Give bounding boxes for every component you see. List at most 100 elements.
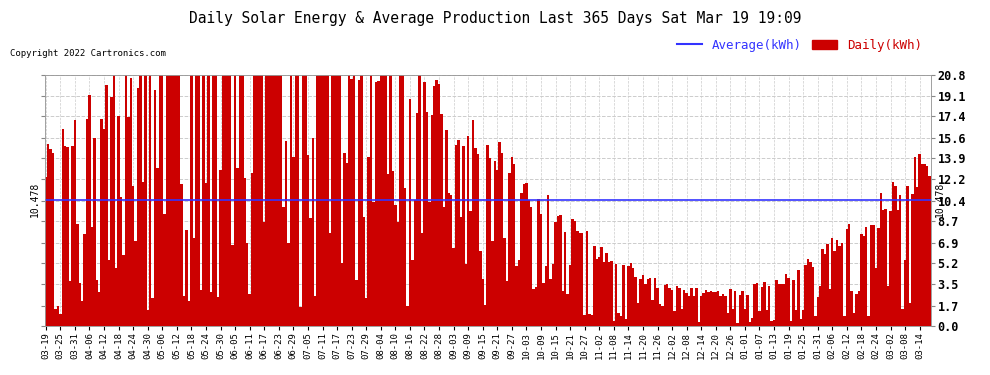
Bar	[135, 241, 137, 326]
Bar	[678, 288, 680, 326]
Bar	[698, 322, 700, 326]
Bar	[561, 291, 564, 326]
Bar	[270, 75, 272, 326]
Bar	[239, 75, 242, 326]
Bar	[924, 164, 926, 326]
Bar	[168, 75, 171, 326]
Bar	[399, 75, 401, 326]
Bar	[438, 84, 441, 326]
Bar	[739, 295, 742, 326]
Bar	[618, 313, 620, 326]
Bar	[312, 138, 314, 326]
Bar	[683, 290, 685, 326]
Bar	[528, 200, 530, 326]
Bar	[414, 200, 416, 326]
Bar	[244, 178, 247, 326]
Bar	[802, 310, 804, 326]
Bar	[248, 294, 250, 326]
Bar	[484, 304, 486, 326]
Bar	[705, 290, 707, 326]
Bar	[857, 291, 860, 326]
Bar	[790, 321, 792, 326]
Bar	[827, 243, 829, 326]
Bar	[707, 292, 710, 326]
Bar	[588, 314, 591, 326]
Bar	[125, 75, 127, 326]
Bar	[782, 284, 785, 326]
Bar	[105, 85, 108, 326]
Bar	[646, 279, 649, 326]
Bar	[755, 283, 758, 326]
Bar	[81, 302, 83, 326]
Bar	[175, 75, 178, 326]
Bar	[658, 304, 661, 326]
Bar	[884, 209, 887, 326]
Bar	[848, 224, 850, 326]
Bar	[215, 75, 217, 326]
Bar	[130, 78, 132, 326]
Bar	[862, 236, 865, 326]
Bar	[95, 280, 98, 326]
Bar	[591, 315, 593, 326]
Bar	[197, 75, 200, 326]
Bar	[232, 244, 234, 326]
Bar	[464, 264, 467, 326]
Bar	[734, 291, 737, 326]
Bar	[598, 257, 601, 326]
Bar	[309, 218, 312, 326]
Bar	[387, 174, 389, 326]
Bar	[601, 247, 603, 326]
Bar	[153, 90, 156, 326]
Bar	[700, 296, 703, 326]
Bar	[742, 291, 743, 326]
Bar	[540, 214, 543, 326]
Bar	[870, 225, 872, 326]
Bar	[234, 75, 237, 326]
Bar	[171, 75, 173, 326]
Bar	[275, 75, 277, 326]
Bar	[547, 195, 549, 326]
Bar	[260, 75, 263, 326]
Text: Copyright 2022 Cartronics.com: Copyright 2022 Cartronics.com	[10, 49, 165, 58]
Bar	[894, 186, 897, 326]
Bar	[758, 311, 760, 326]
Bar	[322, 75, 324, 326]
Bar	[576, 231, 578, 326]
Bar	[66, 147, 69, 326]
Bar	[653, 278, 656, 326]
Bar	[556, 216, 559, 326]
Bar	[158, 75, 161, 326]
Bar	[326, 75, 329, 326]
Bar	[651, 300, 653, 326]
Bar	[889, 211, 892, 326]
Bar	[108, 261, 110, 326]
Bar	[518, 260, 521, 326]
Bar	[163, 214, 166, 326]
Bar	[703, 293, 705, 326]
Bar	[290, 75, 292, 326]
Bar	[867, 316, 870, 326]
Bar	[763, 282, 765, 326]
Bar	[195, 75, 197, 326]
Bar	[578, 233, 581, 326]
Bar	[632, 268, 635, 326]
Bar	[404, 188, 406, 326]
Bar	[64, 146, 66, 326]
Bar	[452, 248, 454, 326]
Bar	[200, 290, 202, 326]
Bar	[449, 195, 452, 326]
Bar	[551, 264, 554, 326]
Bar	[401, 75, 404, 326]
Bar	[695, 288, 698, 326]
Bar	[428, 202, 431, 326]
Bar	[605, 253, 608, 326]
Bar	[220, 170, 222, 326]
Bar	[627, 266, 630, 326]
Bar	[441, 114, 443, 326]
Bar	[581, 233, 583, 326]
Bar	[715, 292, 717, 326]
Bar	[882, 210, 884, 326]
Bar	[855, 294, 857, 326]
Bar	[720, 296, 722, 326]
Bar	[341, 263, 344, 326]
